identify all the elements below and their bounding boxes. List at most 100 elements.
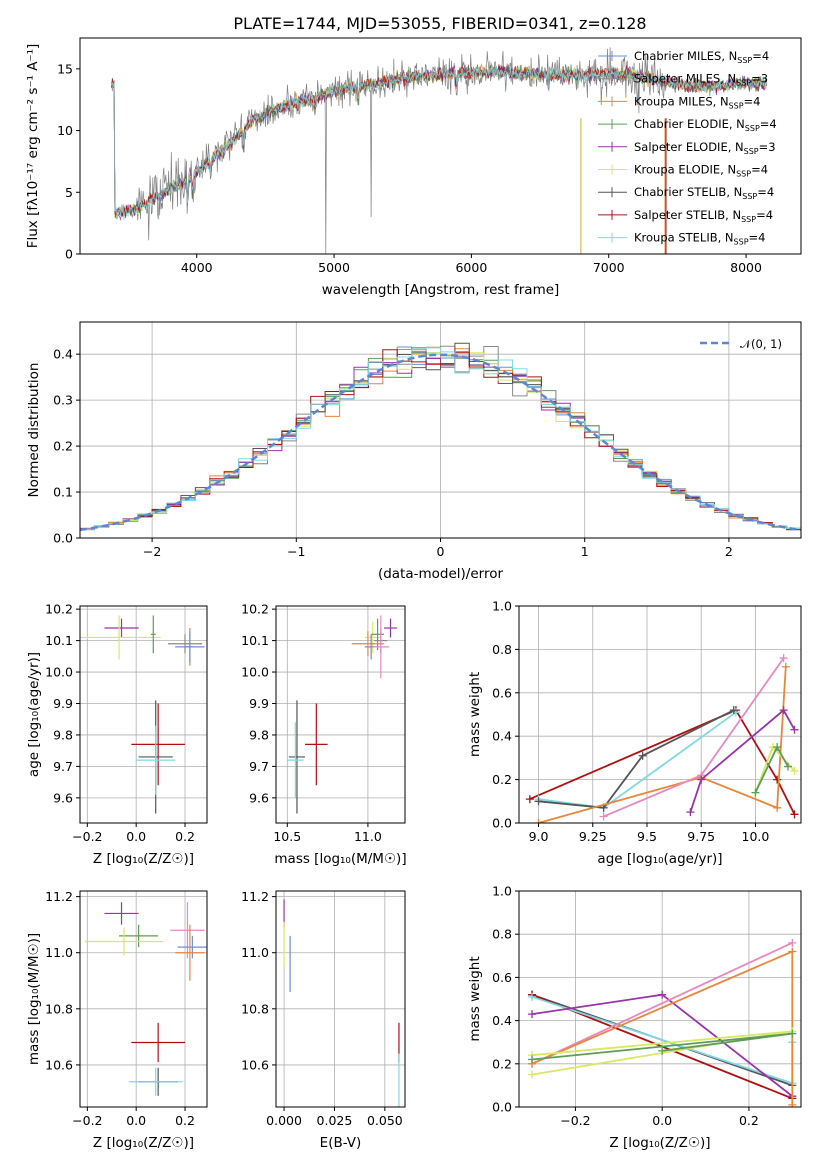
x-axis-label: age [log₁₀(age/yr)] (597, 851, 722, 867)
y-tick-label: 11.0 (241, 945, 269, 960)
x-tick-label: 9.0 (529, 829, 549, 844)
y-tick-label: 10.2 (241, 602, 269, 617)
x-tick-label: 0.000 (266, 1113, 302, 1128)
data-point (773, 743, 782, 752)
axes-frame (79, 890, 208, 1108)
legend-sub: SSP (744, 147, 759, 156)
y-axis-label: Flux [fλ10⁻¹⁷ erg cm⁻² s⁻¹ A⁻¹] (25, 44, 41, 249)
y-tick-label: 1.0 (492, 599, 512, 614)
y-tick-label: 10.1 (241, 633, 269, 648)
y-tick-label: 5 (65, 185, 73, 200)
legend-sub: SSP (736, 170, 751, 179)
y-tick-label: 0.2 (53, 439, 73, 454)
y-tick-label: 15 (57, 61, 73, 76)
legend-label: Kroupa ELODIE, NSSP=4 (634, 163, 768, 179)
series-line (111, 64, 768, 218)
y-tick-label: 0.6 (492, 970, 512, 985)
panel-age-vs-mass (272, 605, 406, 827)
legend-sub: SSP (734, 238, 749, 247)
legend-eq: =4 (744, 94, 761, 108)
data-point (790, 766, 799, 775)
x-tick-label: 11.0 (354, 829, 382, 844)
x-axis-label: (data-model)/error (378, 566, 504, 582)
axes-frame (518, 605, 802, 824)
y-tick-label: 0.4 (492, 729, 512, 744)
y-tick-label: 9.8 (249, 727, 269, 742)
plot-area-age-vs-mass (287, 615, 397, 814)
axes-frame (79, 605, 208, 824)
data-point (788, 947, 797, 956)
panel-spectrum: Chabrier MILES, NSSP=4 Salpeter MILES, NS… (76, 37, 802, 258)
y-tick-label: 11.0 (45, 945, 73, 960)
panel-residuals (76, 321, 802, 542)
x-tick-label: 10.5 (273, 829, 301, 844)
x-tick-label: 0.025 (317, 1113, 353, 1128)
y-tick-label: 11.2 (241, 889, 269, 904)
y-tick-label: 0.6 (492, 685, 512, 700)
data-point (534, 819, 543, 823)
axes-frame (518, 890, 802, 1108)
y-tick-label: 9.6 (249, 790, 269, 805)
x-tick-label: −2 (143, 544, 161, 559)
y-tick-label: 9.9 (53, 696, 73, 711)
legend-label: Salpeter STELIB, NSSP=4 (634, 208, 773, 224)
data-point (729, 706, 738, 715)
data-point (790, 725, 799, 734)
x-axis-label: mass [log₁₀(M/M☉)] (274, 851, 406, 867)
x-tick-label: 0.0 (126, 1113, 146, 1128)
y-tick-label: 9.7 (249, 759, 269, 774)
data-point (528, 1055, 537, 1064)
y-tick-label: 0.8 (492, 927, 512, 942)
axes-frame (79, 37, 802, 255)
y-tick-label: 10.0 (241, 665, 269, 680)
axes-frame (275, 890, 406, 1108)
panel-age-vs-z (76, 605, 208, 827)
legend-eq: =4 (757, 185, 774, 199)
data-point (788, 1029, 797, 1038)
x-tick-label: −0.2 (72, 1113, 102, 1128)
legend-eq: =4 (760, 117, 777, 131)
data-point (779, 654, 788, 663)
data-point (773, 803, 782, 812)
data-point (773, 775, 782, 784)
data-point (528, 1010, 537, 1019)
y-axis-label: age [log₁₀(age/yr)] (26, 652, 42, 777)
x-tick-label: −0.2 (72, 829, 102, 844)
y-tick-label: 10 (57, 123, 73, 138)
plot-area-residuals (80, 342, 801, 532)
panel-weight-vs-z (515, 890, 802, 1111)
y-tick-label: 0.4 (492, 1013, 512, 1028)
plot-area-mass-vs-z (84, 902, 207, 1096)
x-tick-label: 0.2 (739, 1113, 759, 1128)
legend-eq: =3 (759, 140, 776, 154)
legend-eq: =3 (751, 72, 768, 86)
y-tick-label: 0.0 (492, 816, 512, 831)
legend-label: Salpeter ELODIE, NSSP=3 (634, 140, 776, 156)
y-tick-label: 10.6 (45, 1057, 73, 1072)
y-tick-label: 0.8 (492, 642, 512, 657)
x-tick-label: 0.0 (126, 829, 146, 844)
data-point (751, 788, 760, 797)
x-axis-label: wavelength [Angstrom, rest frame] (322, 282, 560, 298)
x-tick-label: 0.2 (175, 1113, 195, 1128)
y-axis-label: Normed distribution (26, 363, 42, 498)
legend-label: Chabrier MILES, NSSP=4 (634, 49, 769, 65)
y-tick-label: 11.2 (45, 889, 73, 904)
y-tick-label: 0.0 (53, 531, 73, 546)
x-tick-label: 9.25 (579, 829, 607, 844)
y-tick-label: 10.8 (45, 1001, 73, 1016)
legend-eq: =4 (756, 208, 773, 222)
y-tick-label: 0.2 (492, 772, 512, 787)
legend-sub: SSP (736, 79, 751, 88)
y-tick-label: 1.0 (492, 884, 512, 899)
y-tick-label: 0.0 (492, 1100, 512, 1115)
data-point (697, 775, 706, 784)
x-tick-label: 8000 (730, 260, 762, 275)
plot-area-age-vs-z (80, 615, 205, 814)
x-tick-label: 0.050 (367, 1113, 403, 1128)
legend-eq: =4 (751, 163, 768, 177)
legend-eq: =4 (752, 49, 769, 63)
series-line (538, 666, 787, 823)
x-tick-label: 0.0 (652, 1113, 672, 1128)
x-tick-label: 9.75 (687, 829, 715, 844)
